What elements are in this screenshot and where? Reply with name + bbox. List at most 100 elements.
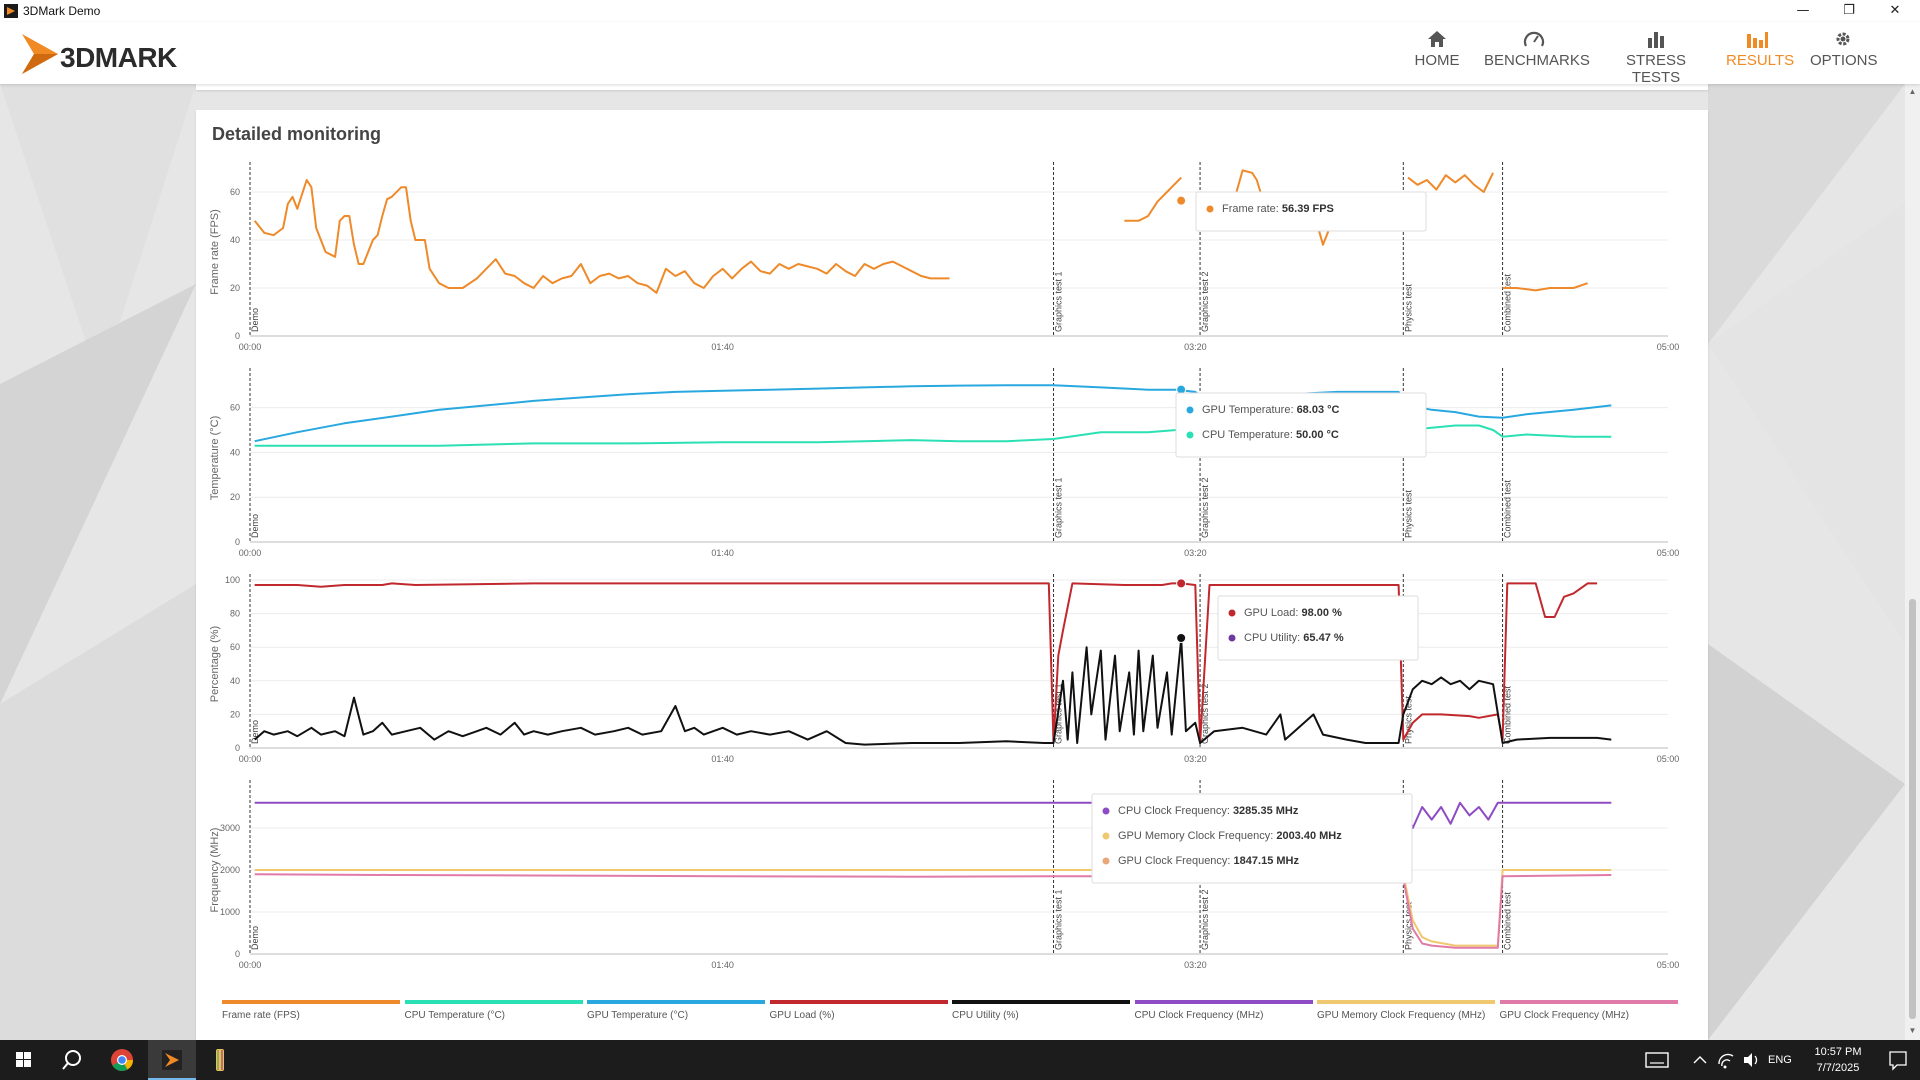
tooltip-series-name: GPU Memory Clock Frequency:: [1118, 830, 1276, 842]
tooltip-value: 65.47 %: [1303, 632, 1344, 644]
y-tick-label: 0: [235, 949, 240, 959]
test-marker-label: Combined test: [1503, 479, 1513, 538]
y-axis-label: Frame rate (FPS): [209, 209, 221, 295]
speaker-icon: [1744, 1053, 1758, 1067]
series-line: [254, 384, 1612, 443]
tooltip-label: CPU Clock Frequency: 3285.35 MHz: [1118, 805, 1299, 817]
tooltip-label: CPU Utility: 65.47 %: [1244, 632, 1344, 644]
taskbar-3dmark[interactable]: [148, 1040, 196, 1080]
home-icon: [1428, 31, 1446, 47]
legend-item[interactable]: GPU Clock Frequency (MHz): [1499, 1000, 1678, 1028]
chart-frequency[interactable]: 0 1000 2000 3000 Frequency (MHz) 00:00 01:40 03…: [196, 780, 1708, 990]
tooltip-swatch: [1102, 807, 1110, 815]
scroll-thumb[interactable]: [1909, 599, 1916, 1019]
test-marker-label: Graphics test 2: [1200, 683, 1210, 744]
tray-volume[interactable]: [1740, 1040, 1764, 1080]
tooltip-label: GPU Clock Frequency: 1847.15 MHz: [1118, 855, 1299, 867]
tray-date[interactable]: 7/7/2025: [1816, 1062, 1860, 1074]
legend-swatch: [952, 1000, 1130, 1004]
notification-button[interactable]: [1876, 1040, 1920, 1080]
chevron-up-icon: [1693, 1056, 1707, 1064]
x-tick-label: 03:20: [1184, 548, 1207, 558]
legend-label: CPU Temperature (°C): [404, 1010, 506, 1021]
tooltip-series-name: CPU Clock Frequency:: [1118, 805, 1233, 817]
previous-card: [196, 84, 1708, 90]
tooltip-value: 56.39 FPS: [1282, 203, 1334, 215]
test-marker-label: Graphics test 1: [1054, 477, 1064, 538]
nav-results[interactable]: RESULTS: [1726, 30, 1794, 69]
legend-swatch: [587, 1000, 765, 1004]
scroll-up-icon[interactable]: ▲: [1908, 87, 1917, 96]
tooltip-box: [1091, 793, 1413, 884]
nav-options[interactable]: OPTIONS: [1810, 30, 1878, 69]
legend-item[interactable]: Frame rate (FPS): [222, 1000, 400, 1028]
3dmark-logo[interactable]: 3DMARK: [20, 30, 220, 76]
legend-label: GPU Temperature (°C): [587, 1010, 689, 1021]
keyboard-icon: [1645, 1052, 1669, 1068]
taskbar-app[interactable]: [196, 1040, 244, 1080]
nav-benchmarks-label: BENCHMARKS: [1484, 52, 1590, 69]
hover-point: [1176, 578, 1187, 589]
legend-label: Frame rate (FPS): [222, 1010, 300, 1021]
test-marker-label: Demo: [250, 514, 260, 538]
nav-home[interactable]: HOME: [1414, 30, 1460, 69]
nav-stress-tests[interactable]: STRESS TESTS: [1608, 30, 1704, 86]
tray-keyboard[interactable]: [1636, 1040, 1680, 1080]
x-tick-label: 00:00: [239, 960, 262, 970]
legend-swatch: [1134, 1000, 1313, 1004]
window-title-bar: 3DMark Demo — ❐ ✕: [0, 0, 1920, 22]
tooltip-swatch: [1228, 634, 1236, 642]
start-button[interactable]: [0, 1040, 48, 1080]
chart-frame-rate[interactable]: 0 20 40 60 Frame rate (FPS) 00:00 01:40 03:20 05…: [196, 162, 1708, 372]
restore-button[interactable]: ❐: [1843, 3, 1855, 18]
test-marker-label: Combined test: [1503, 273, 1513, 332]
background-pattern: [0, 84, 1905, 1040]
minimize-button[interactable]: —: [1796, 3, 1810, 18]
tooltip-label: GPU Memory Clock Frequency: 2003.40 MHz: [1118, 830, 1342, 842]
y-tick-label: 80: [230, 609, 240, 619]
close-button[interactable]: ✕: [1889, 3, 1901, 18]
test-marker-label: Demo: [250, 720, 260, 744]
search-icon: [62, 1050, 81, 1070]
legend-item[interactable]: GPU Temperature (°C): [587, 1000, 765, 1028]
legend-item[interactable]: CPU Utility (%): [952, 1000, 1130, 1028]
y-tick-label: 100: [225, 575, 240, 585]
tooltip-value: 98.00 %: [1301, 607, 1342, 619]
nav-results-label: RESULTS: [1726, 52, 1795, 69]
legend-item[interactable]: GPU Load (%): [769, 1000, 948, 1028]
tooltip-swatch: [1228, 609, 1236, 617]
y-tick-label: 40: [230, 447, 240, 457]
tray-overflow[interactable]: [1688, 1040, 1712, 1080]
content-area: Detailed monitoring 0 20 40 60 Frame rate (F…: [0, 84, 1920, 1040]
tray-time[interactable]: 10:57 PM: [1814, 1046, 1862, 1058]
tray-network[interactable]: [1714, 1040, 1738, 1080]
tooltip-swatch: [1186, 406, 1194, 414]
search-button[interactable]: [48, 1040, 96, 1080]
x-tick-label: 01:40: [711, 754, 734, 764]
legend-label: CPU Utility (%): [952, 1010, 1019, 1021]
taskbar-chrome[interactable]: [98, 1040, 146, 1080]
chart-percentage[interactable]: 0 20 40 60 80 100 Percentage (%) 00:00 01:40 03:2…: [196, 574, 1708, 784]
tooltip: Frame rate: 56.39 FPS: [1195, 191, 1427, 232]
test-marker-label: Combined test: [1503, 891, 1513, 950]
windows-icon: [16, 1052, 31, 1067]
y-tick-label: 20: [230, 283, 240, 293]
scroll-down-icon[interactable]: ▼: [1908, 1026, 1917, 1035]
tooltip-value: 3285.35 MHz: [1233, 805, 1299, 817]
nav-benchmarks[interactable]: BENCHMARKS: [1484, 30, 1590, 69]
legend-item[interactable]: CPU Clock Frequency (MHz): [1134, 1000, 1313, 1028]
section-title: Detailed monitoring: [212, 124, 382, 144]
x-tick-label: 03:20: [1184, 754, 1207, 764]
logo-mark-icon: [22, 34, 58, 74]
tray-language[interactable]: ENG: [1768, 1054, 1792, 1066]
legend-item[interactable]: CPU Temperature (°C): [404, 1000, 583, 1028]
vertical-scrollbar[interactable]: ▲ ▼: [1905, 84, 1920, 1040]
test-marker-label: Graphics test 2: [1200, 271, 1210, 332]
series-line: [1502, 282, 1588, 292]
legend-swatch: [769, 1000, 948, 1004]
legend-item[interactable]: GPU Memory Clock Frequency (MHz): [1317, 1000, 1495, 1028]
chart-temperature[interactable]: 0 20 40 60 Temperature (°C) 00:00 01:40 03:20 05…: [196, 368, 1708, 578]
legend-swatch: [1317, 1000, 1495, 1004]
tooltip-value: 1847.15 MHz: [1234, 855, 1300, 867]
series-line: [254, 582, 1598, 744]
